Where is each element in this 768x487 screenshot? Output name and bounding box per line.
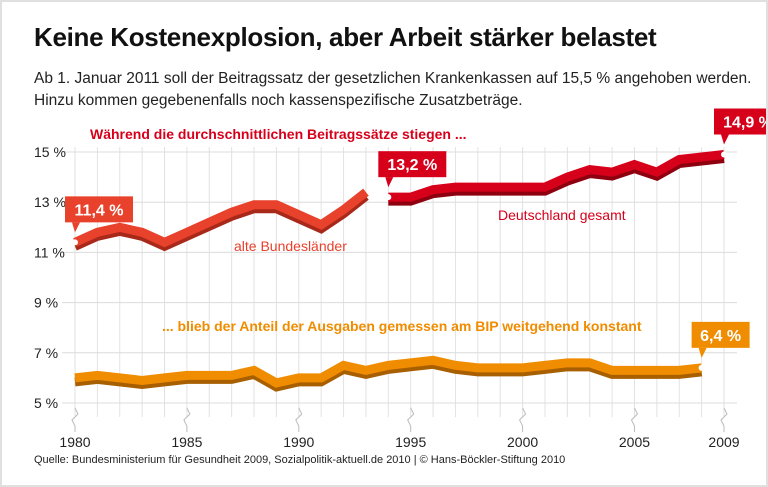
callout-pointer: [385, 177, 394, 188]
source-note: Quelle: Bundesministerium für Gesundheit…: [34, 454, 566, 466]
callout-label: 6,4 %: [700, 328, 741, 345]
marker-dot: [721, 151, 727, 158]
x-tick-label: 2009: [708, 434, 739, 450]
marker-dot: [72, 239, 78, 246]
x-tick-label: 2000: [507, 434, 538, 450]
chart-subtitle: Ab 1. Januar 2011 soll der Beitragssatz …: [34, 70, 752, 109]
axis-break-mark: [183, 407, 191, 432]
y-tick-label: 13 %: [34, 194, 66, 210]
axis-break-mark: [720, 407, 728, 432]
x-tick-label: 1990: [283, 434, 314, 450]
axis-break-mark: [630, 407, 639, 432]
axis-break-mark: [407, 407, 415, 432]
series-label-gesamt: Deutschland gesamt: [498, 207, 626, 223]
x-tick-label: 1995: [395, 434, 426, 450]
series-line-2: [388, 150, 725, 202]
callout-box: [691, 321, 750, 348]
y-tick-label: 7 %: [34, 345, 58, 361]
series-label-alte: alte Bundesländer: [234, 238, 347, 254]
axis-break-mark: [71, 407, 79, 432]
callout-box: [378, 151, 447, 178]
annotation-top: Während die durchschnittlichen Beitragss…: [90, 126, 467, 142]
callout-pointer: [698, 347, 707, 358]
y-tick-label: 11 %: [34, 244, 65, 260]
callout-label: 13,2 %: [387, 157, 437, 174]
y-tick-label: 15 %: [34, 144, 66, 160]
x-tick-label: 1985: [171, 434, 202, 450]
annotation-bottom: ... blieb der Anteil der Ausgaben gemess…: [162, 318, 642, 334]
callout-pointer: [721, 134, 729, 145]
axis-break-mark: [518, 407, 527, 432]
x-tick-label: 1980: [59, 434, 90, 450]
chart-title: Keine Kostenexplosion, aber Arbeit stärk…: [34, 22, 657, 52]
series-line-1: [73, 188, 369, 248]
axis-break-mark: [295, 407, 303, 432]
y-tick-label: 5 %: [34, 395, 58, 411]
callout-label: 14,9 %: [723, 115, 766, 132]
callout-pointer: [72, 222, 80, 233]
marker-dot: [385, 194, 392, 201]
x-tick-label: 2005: [619, 434, 650, 450]
callout-box: [65, 196, 133, 223]
marker-dot: [698, 364, 705, 371]
callout-box: [714, 108, 766, 135]
callout-label: 11,4 %: [75, 202, 124, 219]
y-tick-label: 9 %: [34, 295, 58, 311]
